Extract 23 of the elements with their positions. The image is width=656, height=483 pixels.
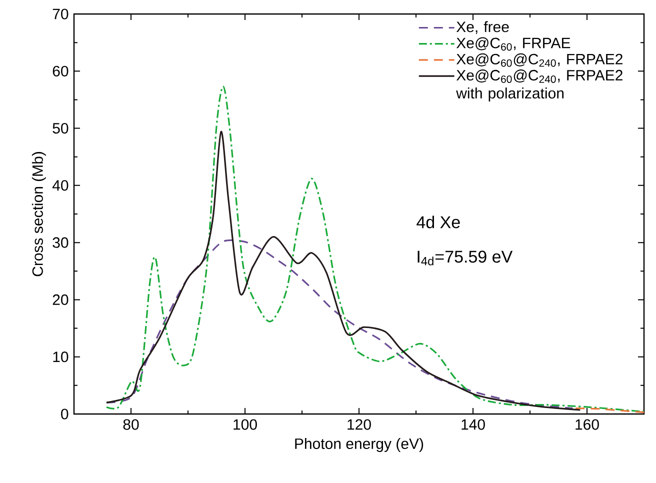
x-tick-label: 160 bbox=[576, 419, 599, 430]
y-tick-label: 30 bbox=[52, 237, 68, 248]
y-tick-label: 40 bbox=[52, 180, 68, 191]
legend-label: Xe@C$_{60}$@C$_{240}$, FRPAE2 bbox=[456, 53, 622, 67]
x-tick-label: 100 bbox=[234, 419, 257, 430]
legend-label: Xe, free bbox=[456, 21, 509, 34]
x-axis-title: Photon energy (eV) bbox=[295, 438, 424, 452]
legend-label: Xe@C$_{60}$, FRPAE bbox=[456, 37, 570, 51]
y-tick-label: 70 bbox=[52, 8, 68, 20]
y-tick-label: 50 bbox=[52, 122, 68, 134]
legend-label: Xe@C$_{60}$@C$_{240}$, FRPAE2 with polarization bbox=[456, 70, 622, 102]
x-tick-label: 140 bbox=[462, 419, 485, 430]
y-axis-title: Cross section (Mb) bbox=[32, 152, 46, 276]
annotation: I$_{4d}$=75.59 eV bbox=[418, 250, 513, 266]
y-tick-label: 0 bbox=[61, 408, 68, 420]
line-series bbox=[106, 86, 644, 413]
y-tick-label: 10 bbox=[53, 352, 68, 362]
line-series bbox=[106, 130, 581, 411]
x-tick-label: 120 bbox=[348, 419, 371, 430]
y-tick-label: 60 bbox=[52, 66, 68, 76]
x-tick-label: 80 bbox=[123, 419, 139, 430]
y-tick-label: 20 bbox=[52, 294, 68, 306]
annotation: 4d Xe bbox=[416, 216, 460, 228]
